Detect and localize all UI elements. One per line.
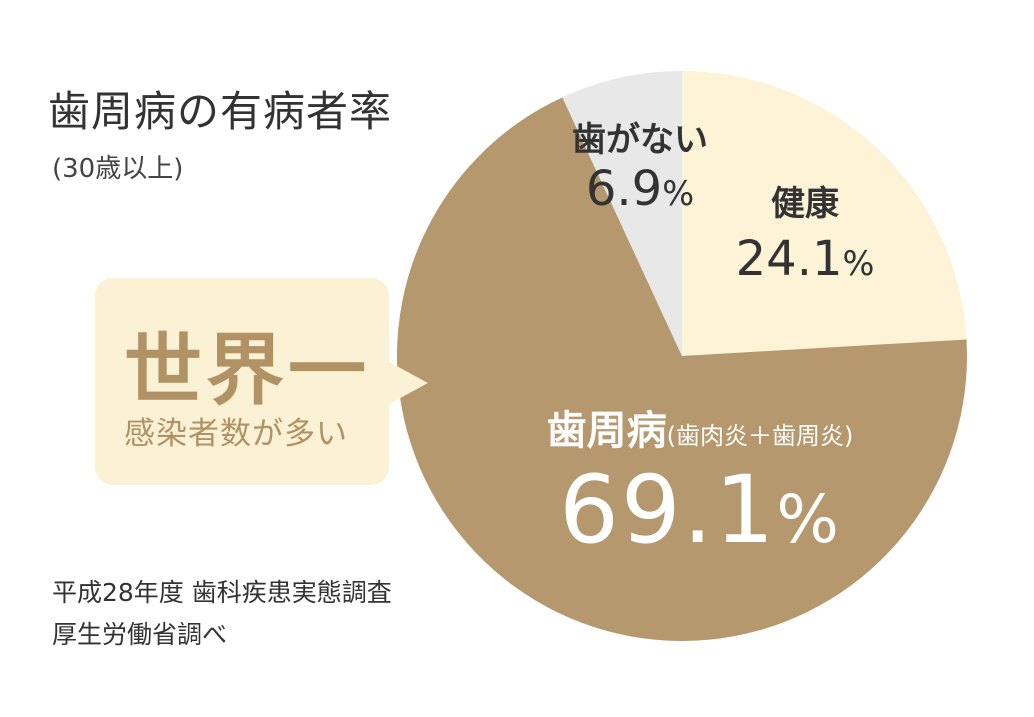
slice-value-no-teeth: 6.9%	[585, 161, 695, 217]
callout-headline: 世界一	[124, 326, 371, 416]
source-note: 平成28年度 歯科疾患実態調査 厚生労働省調べ	[52, 572, 392, 656]
slice-name-periodontal: 歯周病(歯肉炎＋歯周炎)	[546, 408, 854, 454]
pie-slice-healthy	[682, 71, 967, 356]
callout-subtext: 感染者数が多い	[124, 416, 348, 452]
callout-pointer	[380, 357, 428, 409]
chart-title: 歯周病の有病者率	[48, 87, 393, 136]
source-line-2: 厚生労働省調べ	[52, 620, 228, 649]
slice-name-no-teeth: 歯がない	[572, 120, 708, 160]
slice-name-healthy: 健康	[771, 184, 839, 224]
source-line-1: 平成28年度 歯科疾患実態調査	[52, 578, 392, 607]
slice-value-periodontal: 69.1%	[559, 456, 841, 565]
pie-slice-periodontal	[397, 97, 967, 641]
callout-bubble	[95, 278, 389, 485]
pie-slice-no-teeth	[562, 71, 682, 356]
chart-subtitle: (30歳以上)	[52, 154, 184, 184]
slice-label-no-teeth: 歯がない 6.9%	[560, 112, 720, 217]
slice-value-healthy: 24.1%	[735, 231, 875, 287]
slice-label-periodontal: 歯周病(歯肉炎＋歯周炎) 69.1%	[500, 398, 900, 565]
slice-label-healthy: 健康 24.1%	[720, 176, 890, 287]
